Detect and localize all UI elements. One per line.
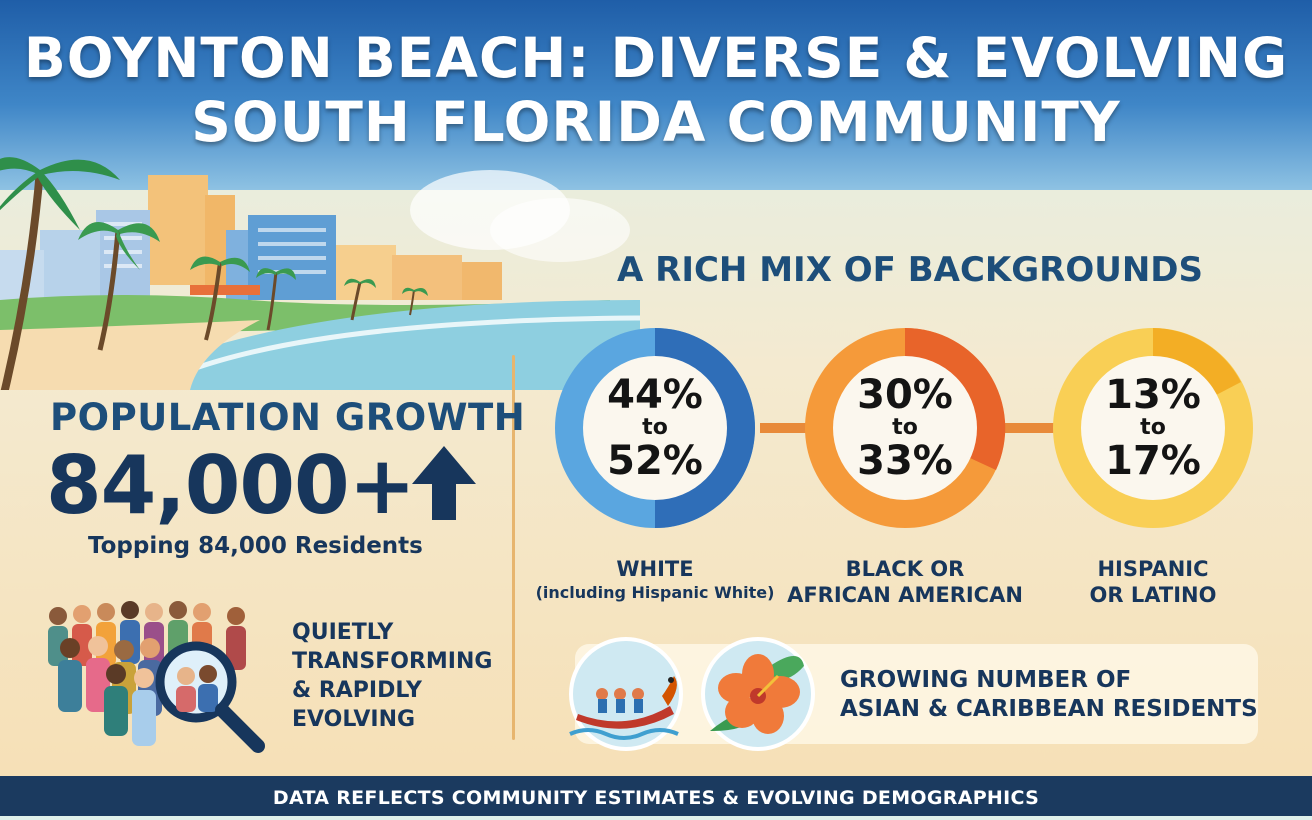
transforming-text: QUIETLY TRANSFORMING & RAPIDLY EVOLVING [292, 618, 512, 734]
hibiscus-icon [701, 637, 815, 751]
transforming-line-4: EVOLVING [292, 707, 416, 732]
beach-skyline-illustration [0, 157, 640, 390]
white-sublabel: (including Hispanic White) [535, 583, 775, 602]
section-divider [512, 355, 515, 740]
black-to: to [892, 415, 918, 440]
black-high: 33% [857, 438, 953, 484]
title-line-2: SOUTH FLORIDA COMMUNITY [191, 90, 1121, 154]
population-caption: Topping 84,000 Residents [88, 533, 423, 559]
white-to: to [642, 415, 668, 440]
ring-black [805, 327, 1006, 528]
ring-hispanic [1053, 328, 1253, 528]
population-number: 84,000+ [46, 439, 416, 532]
ring-black-label: BLACK OR AFRICAN AMERICAN [775, 556, 1035, 608]
mix-heading: A RICH MIX OF BACKGROUNDS [616, 250, 1204, 290]
black-sublabel: AFRICAN AMERICAN [787, 583, 1023, 607]
transforming-line-2: TRANSFORMING [292, 649, 493, 674]
magnifier-crowd-icon [48, 601, 265, 753]
white-low: 44% [607, 372, 703, 418]
ring-white-label: WHITE (including Hispanic White) [525, 556, 785, 604]
ring-white [555, 328, 755, 528]
ring-white-value: 44% to 52% [555, 372, 755, 484]
hispanic-sublabel: OR LATINO [1089, 583, 1217, 607]
ring-black-value: 30% to 33% [805, 372, 1005, 484]
ring-hispanic-label: HISPANIC OR LATINO [1023, 556, 1283, 608]
transforming-line-3: & RAPIDLY [292, 678, 422, 703]
footer-note: DATA REFLECTS COMMUNITY ESTIMATES & EVOL… [0, 776, 1312, 816]
white-high: 52% [607, 438, 703, 484]
hispanic-low: 13% [1105, 372, 1201, 418]
hispanic-high: 17% [1105, 438, 1201, 484]
hispanic-to: to [1140, 415, 1166, 440]
header-banner [0, 0, 1312, 190]
transforming-line-1: QUIETLY [292, 620, 394, 645]
dragon-boat-icon [569, 637, 683, 751]
white-label: WHITE [616, 557, 694, 581]
black-label: BLACK OR [845, 557, 965, 581]
page-title: BOYNTON BEACH: DIVERSE & EVOLVING SOUTH … [0, 26, 1312, 154]
arrow-up-icon [412, 446, 476, 520]
ring-hispanic-value: 13% to 17% [1053, 372, 1253, 484]
hispanic-label: HISPANIC [1097, 557, 1209, 581]
black-low: 30% [857, 372, 953, 418]
demographic-rings [555, 327, 1253, 528]
asian-caribbean-line-1: GROWING NUMBER OF [840, 667, 1132, 693]
asian-caribbean-panel [575, 644, 1258, 744]
title-line-1: BOYNTON BEACH: DIVERSE & EVOLVING [23, 26, 1289, 90]
asian-caribbean-line-2: ASIAN & CARIBBEAN RESIDENTS [840, 696, 1258, 722]
asian-caribbean-text: GROWING NUMBER OF ASIAN & CARIBBEAN RESI… [840, 666, 1260, 724]
population-heading: POPULATION GROWTH [50, 396, 526, 439]
